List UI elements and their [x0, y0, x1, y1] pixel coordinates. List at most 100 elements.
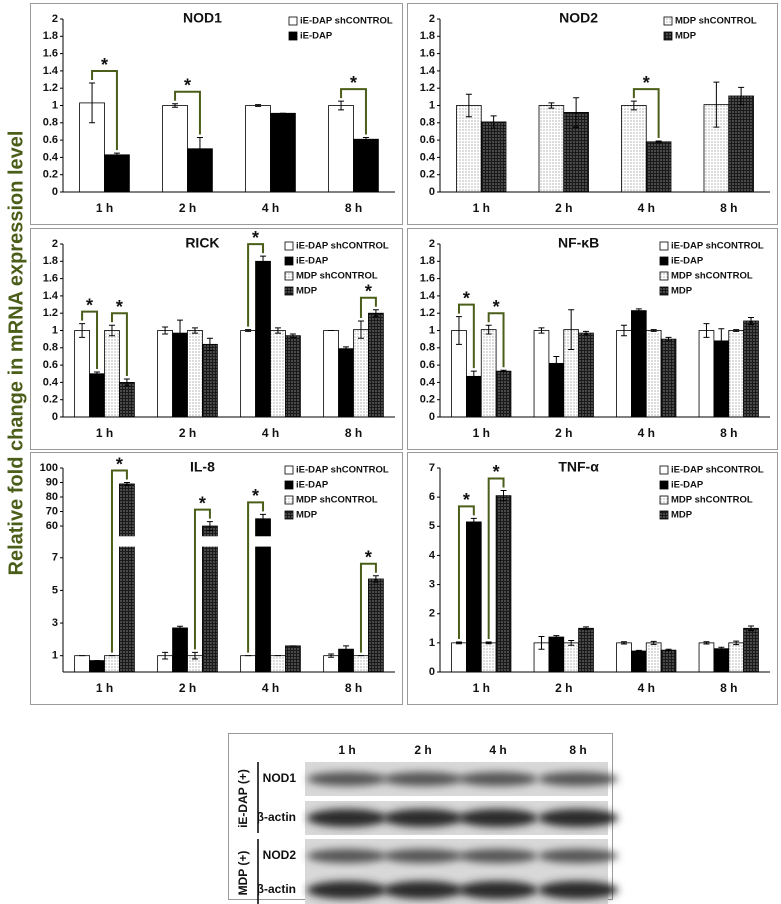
legend-label: MDP — [296, 510, 318, 521]
error-bar — [255, 104, 262, 107]
chart-title: NOD2 — [559, 10, 598, 26]
legend-swatch — [284, 495, 294, 505]
y-tick-label: 0.6 — [420, 134, 435, 146]
significance-bracket — [110, 312, 128, 376]
chart-title: NOD1 — [183, 10, 222, 26]
error-bar — [328, 653, 335, 658]
significance-star: * — [184, 76, 191, 96]
error-bar — [500, 489, 507, 502]
legend-swatch — [663, 16, 673, 26]
significance-bracket — [487, 477, 505, 639]
bar — [728, 95, 754, 193]
y-tick-label: 2 — [429, 13, 435, 25]
error-bar — [538, 327, 545, 334]
significance-bracket — [457, 303, 475, 369]
error-bar — [123, 482, 130, 486]
legend-swatch — [284, 465, 294, 475]
bar — [465, 375, 482, 418]
bar — [616, 642, 632, 673]
y-tick-label: 1.2 — [43, 307, 58, 319]
legend-label: iE-DAP shCONTROL — [671, 465, 764, 476]
x-tick-label: 1 h — [473, 426, 490, 440]
legend-label: MDP — [671, 286, 693, 297]
error-bar — [650, 640, 657, 645]
significance-star: * — [365, 547, 372, 567]
significance-star: * — [86, 295, 93, 315]
bar — [465, 521, 482, 673]
y-tick-label: 4 — [429, 549, 436, 561]
bar — [495, 370, 512, 418]
error-bar — [260, 513, 267, 524]
x-tick-label: 2 h — [179, 201, 196, 215]
legend-label: iE-DAP — [296, 480, 329, 491]
error-bar — [635, 649, 642, 653]
significance-bracket — [340, 88, 367, 135]
error-bar — [196, 137, 203, 161]
legend-swatch — [659, 510, 669, 520]
legend-swatch — [284, 256, 294, 266]
error-bar — [177, 319, 184, 347]
x-tick-label: 2 h — [555, 426, 572, 440]
error-bar — [630, 100, 637, 111]
error-bar — [206, 521, 213, 531]
y-tick-label: 1 — [52, 324, 58, 336]
error-bar — [455, 641, 462, 645]
bar — [645, 330, 662, 418]
y-tick-label: 1.4 — [420, 65, 436, 77]
error-bar — [172, 103, 179, 108]
bar — [538, 105, 565, 193]
significance-star: * — [463, 288, 470, 308]
bar — [162, 105, 188, 193]
blot-time: 1 h — [338, 743, 355, 757]
error-bar — [470, 370, 477, 383]
y-tick-label: 1 — [429, 324, 435, 336]
error-bar — [583, 330, 590, 336]
significance-star: * — [252, 228, 259, 248]
error-bar — [553, 355, 560, 371]
significance-star: * — [252, 486, 259, 506]
y-tick-label: 1.2 — [43, 82, 58, 94]
legend-label: iE-DAP shCONTROL — [671, 241, 764, 252]
y-tick-label: 6 — [429, 491, 435, 503]
error-bar — [343, 346, 350, 351]
error-bar — [703, 641, 710, 645]
row-label: β-actin — [257, 882, 296, 896]
bar — [456, 105, 482, 193]
error-bar — [338, 100, 345, 111]
bar — [202, 343, 218, 418]
y-tick-label: 0.2 — [43, 394, 58, 406]
y-tick-label: 0.6 — [43, 134, 58, 146]
significance-star: * — [365, 281, 372, 301]
error-bar — [748, 317, 755, 325]
legend-swatch — [659, 286, 669, 296]
chart-title: TNF-α — [558, 459, 599, 475]
legend-label: MDP shCONTROL — [296, 271, 378, 282]
error-bar — [79, 323, 86, 338]
bar — [645, 141, 672, 193]
bar — [578, 332, 594, 418]
bar — [74, 655, 90, 673]
bar — [698, 642, 715, 673]
error-bar — [485, 641, 492, 645]
y-tick-label: 2 — [429, 238, 435, 250]
y-tick-label: 70 — [46, 505, 58, 517]
error-bar — [553, 635, 560, 639]
y-tick-label: 3 — [52, 617, 58, 629]
significance-bracket — [359, 296, 377, 318]
bar — [548, 362, 565, 418]
y-tick-label: 2 — [52, 238, 58, 250]
significance-bracket — [81, 310, 99, 370]
error-bar — [713, 81, 720, 128]
y-tick-label: 0.8 — [420, 117, 435, 129]
bar — [353, 138, 379, 193]
error-bar — [206, 337, 213, 351]
legend-swatch — [659, 241, 669, 251]
y-tick-label: 5 — [429, 520, 435, 532]
significance-star: * — [493, 462, 500, 482]
error-bar — [455, 316, 462, 345]
panel-border — [30, 3, 403, 225]
legend-swatch — [659, 271, 669, 281]
bar — [104, 655, 120, 673]
legend-swatch — [659, 480, 669, 490]
blot-band — [538, 849, 618, 863]
